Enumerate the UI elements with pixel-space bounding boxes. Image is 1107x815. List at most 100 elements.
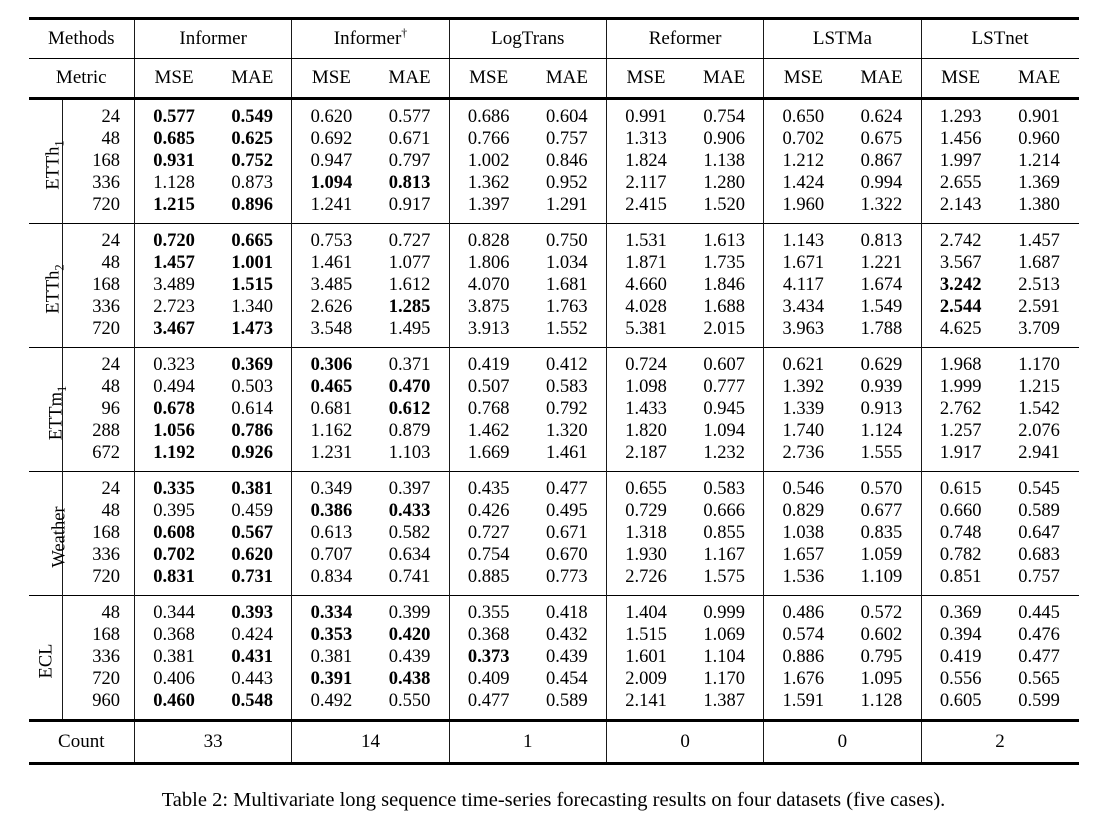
value-cell: 0.846 [546, 151, 588, 171]
value-cell: 0.797 [388, 151, 431, 171]
count-value: 0 [605, 720, 764, 764]
value-cell: 0.476 [1018, 625, 1060, 645]
method-name: LogTrans [491, 28, 565, 49]
value-cell: 0.675 [860, 129, 903, 149]
value-cell: 0.432 [546, 625, 588, 645]
value-cell: 1.339 [763, 398, 843, 420]
value-cell: 0.454 [546, 669, 588, 689]
table-row: 48 0.395 0.459 0.386 0.433 0.426 0.495 0.729 0.6… [29, 500, 1079, 522]
horizon-cell: 336 [62, 172, 135, 194]
value-cell: 0.666 [703, 501, 745, 521]
metric-header: MSE [134, 58, 214, 99]
value-cell: 0.349 [291, 471, 371, 500]
method-header: Informer† [291, 18, 450, 59]
table-row: ECL 48 0.344 0.393 0.334 0.399 0.355 0.418 1.404… [29, 595, 1079, 678]
value-cell: 1.536 [763, 566, 843, 596]
value-cell: 0.795 [860, 647, 903, 667]
value-cell: 0.419 [920, 646, 1000, 668]
dataset-label: ETTh1 [29, 99, 66, 224]
value-cell: 0.582 [388, 523, 431, 543]
value-cell: 0.459 [231, 501, 274, 521]
value-cell: 0.634 [388, 545, 431, 565]
value-cell: 0.399 [388, 603, 431, 623]
value-cell: 0.604 [546, 107, 588, 127]
value-cell: 1.461 [546, 443, 588, 463]
value-cell: 1.138 [703, 151, 745, 171]
value-cell: 0.368 [448, 624, 528, 646]
table-row: 336 1.128 0.873 1.094 0.813 1.362 0.952 2.117 1.… [29, 172, 1079, 194]
table-row: 48 0.685 0.625 0.692 0.671 0.766 0.757 1.313 0.9… [29, 128, 1079, 150]
method-header: LSTnet [920, 18, 1079, 59]
metric-label: Metric [55, 67, 107, 88]
metric-header: MSE [605, 58, 686, 99]
value-cell: 0.412 [546, 355, 588, 375]
horizon-cell: 168 [62, 274, 135, 296]
value-cell: 1.094 [703, 421, 745, 441]
value-cell: 1.340 [231, 297, 274, 317]
dataset-label: Weather [29, 472, 69, 596]
value-cell: 0.834 [291, 566, 371, 596]
dataset-group: Weather 24 0.335 0.381 0.349 0.397 0.435 0.477 0… [28, 471, 1079, 596]
table-row: 48 1.457 1.001 1.461 1.077 1.806 1.034 1.871 1.7… [29, 252, 1079, 274]
table-row: 720 0.406 0.443 0.391 0.438 0.409 0.454 2.009 1.… [29, 668, 1079, 690]
value-cell: 0.439 [388, 647, 431, 667]
value-cell: 2.723 [134, 296, 214, 318]
value-cell: 0.371 [388, 355, 431, 375]
value-cell: 1.320 [546, 421, 588, 441]
value-cell: 1.280 [703, 173, 745, 193]
value-cell: 0.867 [860, 151, 903, 171]
value-cell: 1.369 [1018, 173, 1060, 193]
value-cell: 2.415 [605, 194, 686, 224]
value-cell: 0.757 [546, 129, 588, 149]
count-row: Count 33 14 1 0 0 2 [29, 720, 1079, 764]
value-cell: 2.143 [920, 194, 1000, 224]
method-name: Informer [333, 28, 402, 49]
value-cell: 0.465 [291, 376, 371, 398]
value-cell: 1.001 [231, 253, 274, 273]
value-cell: 3.875 [448, 296, 528, 318]
value-cell: 1.613 [703, 231, 745, 251]
value-cell: 0.323 [134, 347, 214, 376]
value-cell: 1.098 [605, 376, 686, 398]
value-cell: 2.762 [920, 398, 1000, 420]
table-row: 168 0.368 0.424 0.353 0.420 0.368 0.432 1.515 1.… [29, 624, 1079, 646]
value-cell: 3.963 [763, 318, 843, 348]
value-cell: 4.660 [605, 274, 686, 296]
value-cell: 1.059 [860, 545, 903, 565]
value-cell: 0.707 [291, 544, 371, 566]
value-cell: 0.605 [920, 690, 1000, 721]
value-cell: 1.124 [860, 421, 903, 441]
dataset-label: ETTm1 [29, 348, 69, 472]
dataset-name: ETTm1 [45, 385, 69, 440]
horizon-cell: 336 [62, 296, 135, 318]
value-cell: 1.170 [703, 669, 745, 689]
value-cell: 0.615 [920, 471, 1000, 500]
value-cell: 4.070 [448, 274, 528, 296]
value-cell: 1.601 [605, 646, 686, 668]
value-cell: 1.591 [763, 690, 843, 721]
value-cell: 0.931 [134, 150, 214, 172]
value-cell: 4.117 [763, 274, 843, 296]
value-cell: 0.681 [291, 398, 371, 420]
horizon-cell: 48 [62, 252, 135, 274]
value-cell: 3.489 [134, 274, 214, 296]
value-cell: 0.960 [1018, 129, 1060, 149]
table-row: 672 1.192 0.926 1.231 1.103 1.669 1.461 2.187 1.… [29, 442, 1079, 472]
value-cell: 1.531 [605, 223, 686, 252]
dataset-name: ECL [35, 643, 56, 678]
value-cell: 0.994 [860, 173, 903, 193]
value-cell: 0.926 [231, 443, 274, 463]
value-cell: 0.683 [1018, 545, 1060, 565]
value-cell: 0.913 [860, 399, 903, 419]
value-cell: 0.727 [388, 231, 431, 251]
value-cell: 5.381 [605, 318, 686, 348]
value-cell: 1.077 [388, 253, 431, 273]
metric-header: MSE [448, 58, 528, 99]
value-cell: 2.513 [1018, 275, 1060, 295]
value-cell: 0.477 [546, 479, 588, 499]
dataset-group: ETTm1 24 0.323 0.369 0.306 0.371 0.419 0.412 0.7… [28, 347, 1079, 472]
value-cell: 0.334 [291, 595, 371, 624]
value-cell: 1.285 [388, 297, 431, 317]
horizon-cell: 672 [62, 442, 135, 472]
value-cell: 1.143 [763, 223, 843, 252]
